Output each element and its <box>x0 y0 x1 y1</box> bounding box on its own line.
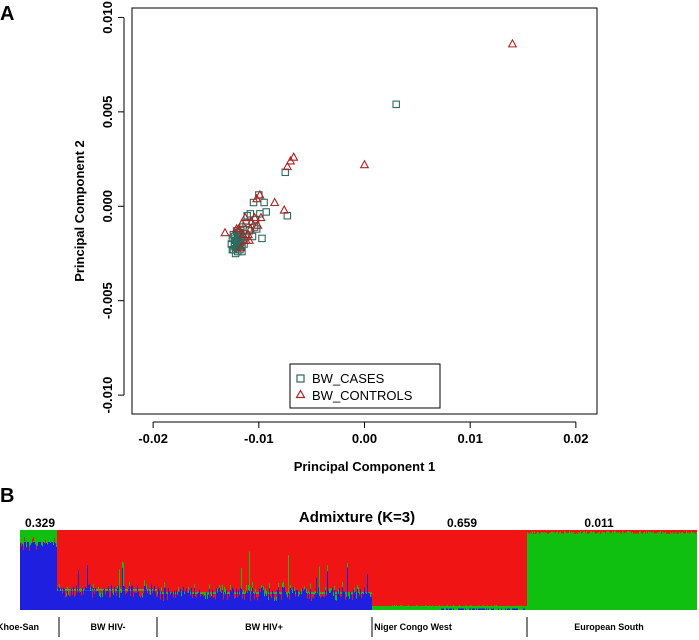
pca-plot-frame <box>131 7 598 415</box>
x-tick-label: 0.02 <box>563 431 588 446</box>
control-point <box>244 235 255 244</box>
control-point <box>231 223 242 233</box>
y-tick-label: -0.005 <box>100 282 115 319</box>
x-tick-label: 0.01 <box>458 431 483 446</box>
admixture-title: Admixture (K=3) <box>299 509 415 526</box>
khoe-san-value: 0.329 <box>25 516 55 530</box>
population-label: BW HIV- <box>91 622 126 632</box>
admixture-segment-blue <box>20 542 57 610</box>
admixture-segment-green <box>57 589 157 591</box>
control-point <box>279 204 289 214</box>
population-label: Khoe-San <box>0 622 39 632</box>
european-south-value: 0.011 <box>584 516 614 530</box>
admixture-segment-red <box>372 530 527 606</box>
population-label: Niger Congo West <box>374 622 452 632</box>
control-point <box>282 161 293 171</box>
population-labels: Khoe-San BW HIV- BW HIV+ Niger Congo West Eu… <box>0 617 644 637</box>
legend-controls-label: BW_CONTROLS <box>312 388 413 403</box>
legend-box <box>289 363 441 409</box>
admixture-segment-red <box>57 530 157 590</box>
pca-legend: BW_CASES BW_CONTROLS <box>289 363 441 409</box>
panel-a-label: A <box>0 3 14 25</box>
case-point <box>249 198 258 207</box>
legend-triangle-marker <box>295 389 306 399</box>
population-label: BW HIV+ <box>245 622 283 632</box>
case-point <box>392 100 400 109</box>
x-axis-title: Principal Component 1 <box>294 459 436 474</box>
control-point <box>240 212 250 222</box>
control-point <box>245 223 256 233</box>
pca-scatter-plot: -0.02 -0.01 0.00 0.01 0.02 -0.010 -0.005 0.000… <box>72 1 598 474</box>
y-tick-label: 0.005 <box>100 96 115 129</box>
legend-square-marker <box>296 374 305 383</box>
case-point <box>233 247 242 256</box>
pca-x-axis: -0.02 -0.01 0.00 0.01 0.02 <box>138 421 589 446</box>
case-point <box>260 198 268 207</box>
admixture-segment-blue <box>157 594 372 610</box>
admixture-plot: Admixture (K=3) 0.329 0.659 0.011 Khoe-S… <box>0 509 697 637</box>
control-point <box>220 227 230 237</box>
control-point <box>249 212 260 222</box>
control-point <box>269 197 280 207</box>
control-point <box>255 189 265 199</box>
y-tick-label: -0.010 <box>100 377 115 414</box>
case-point <box>228 245 237 254</box>
legend-cases-label: BW_CASES <box>312 371 385 386</box>
case-point <box>252 225 261 233</box>
y-tick-label: 0.000 <box>100 190 115 223</box>
admixture-segment-green <box>527 531 697 610</box>
panel-b-label: B <box>0 485 14 507</box>
admixture-bars <box>20 530 697 610</box>
y-tick-label: 0.010 <box>100 1 115 34</box>
pca-points <box>220 38 518 258</box>
case-point <box>230 232 239 241</box>
case-point <box>236 242 244 250</box>
x-tick-label: -0.01 <box>244 431 274 446</box>
control-point <box>507 38 518 48</box>
control-point <box>238 229 248 239</box>
control-point <box>256 212 266 222</box>
control-point <box>236 242 246 252</box>
x-tick-label: -0.02 <box>138 431 168 446</box>
niger-congo-value: 0.659 <box>447 516 477 530</box>
x-tick-label: 0.00 <box>352 431 377 446</box>
control-point <box>288 152 299 161</box>
pca-y-axis: -0.010 -0.005 0.000 0.005 0.010 <box>100 1 125 414</box>
control-point <box>251 193 262 203</box>
y-axis-title: Principal Component 2 <box>72 140 87 282</box>
population-label: European South <box>574 622 644 632</box>
control-point <box>359 159 370 169</box>
control-point <box>253 220 263 229</box>
case-point <box>258 234 266 243</box>
case-point <box>262 208 270 216</box>
control-point <box>237 218 247 227</box>
admixture-segment-red <box>157 530 372 593</box>
admixture-segment-blue <box>57 590 157 610</box>
